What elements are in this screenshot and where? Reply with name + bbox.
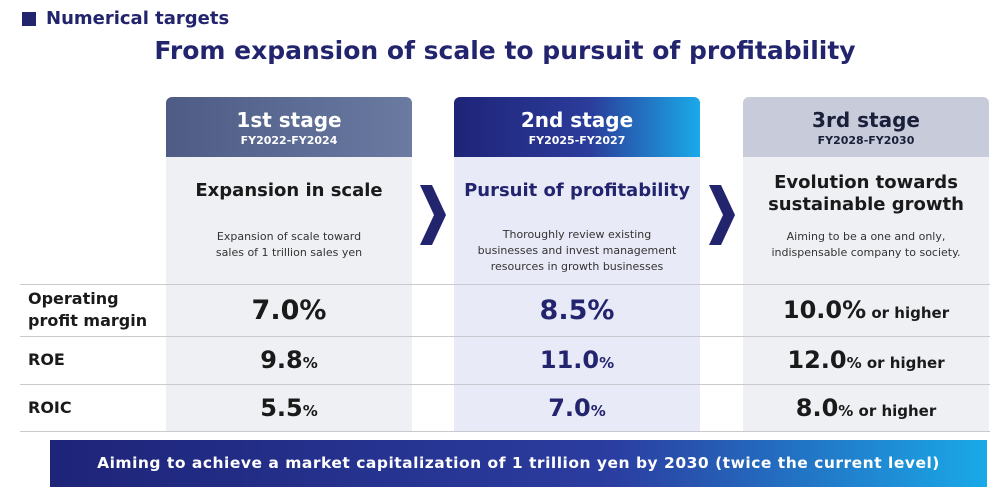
value-suffix: % [599,354,615,372]
value-main: 10.0% [782,296,867,324]
description-line: businesses and invest management [477,244,677,257]
value-suffix: % [590,401,606,420]
section-marker [22,12,36,26]
label-line: ROIC [28,397,72,417]
stage-period: FY2022-FY2024 [240,134,338,147]
heading-line: Evolution towards [774,172,958,193]
stage-description: Thoroughly review existing businesses and… [454,227,700,275]
value-main: 11.0 [539,346,600,374]
value-suffix: or higher [866,304,950,322]
heading-line: Pursuit of profitability [464,180,690,201]
banner: Aiming to achieve a market capitalizatio… [50,440,987,487]
target-value: 11.0% [454,336,700,384]
label-line: profit margin [28,311,148,330]
stage-description: Aiming to be a one and only, indispensabl… [743,229,989,261]
description-line: Aiming to be a one and only, [786,230,946,243]
row-divider [20,431,990,432]
stage-heading: Expansion in scale [166,180,412,202]
page-title: From expansion of scale to pursuit of pr… [154,36,856,65]
stage-heading: Evolution towards sustainable growth [743,172,989,216]
value-main: 5.5 [260,393,303,422]
value-suffix: % or higher [846,354,945,372]
value-main: 9.8 [260,346,303,374]
stage-name: 3rd stage [812,108,920,132]
heading-line: sustainable growth [768,194,964,215]
stage-header: 2nd stage FY2025-FY2027 [454,97,700,157]
row-label: Operating profit margin [28,284,147,336]
stage-body [454,157,700,431]
value-main: 8.5% [539,294,615,326]
stage-name: 2nd stage [520,108,634,132]
value-main: 7.0% [251,294,327,326]
target-value: 12.0% or higher [743,336,989,384]
target-value: 8.0% or higher [743,384,989,431]
stage-description: Expansion of scale toward sales of 1 tril… [166,229,412,261]
target-value: 7.0% [454,384,700,431]
target-value: 5.5% [166,384,412,431]
target-value: 9.8% [166,336,412,384]
value-suffix: % or higher [838,401,937,420]
row-divider [20,336,990,337]
stage-period: FY2028-FY2030 [817,134,915,147]
description-line: resources in growth businesses [490,260,664,273]
stage-header: 1st stage FY2022-FY2024 [166,97,412,157]
value-main: 7.0 [548,393,591,422]
description-line: sales of 1 trillion sales yen [215,246,363,259]
row-divider [20,384,990,385]
value-main: 8.0 [795,393,839,422]
section-title: Numerical targets [46,8,230,29]
stage-period: FY2025-FY2027 [528,134,626,147]
target-value: 8.5% [454,284,700,336]
value-main: 12.0 [787,346,847,374]
row-label: ROIC [28,384,72,431]
stage-header: 3rd stage FY2028-FY2030 [743,97,989,157]
row-label: ROE [28,336,65,384]
arrow [420,185,446,245]
row-divider [20,284,990,285]
description-line: indispensable company to society. [771,246,961,259]
target-value: 10.0% or higher [743,284,989,336]
value-suffix: % [302,354,318,372]
target-value: 7.0% [166,284,412,336]
stage-name: 1st stage [236,108,342,132]
heading-line: Expansion in scale [195,180,383,201]
description-line: Thoroughly review existing [502,228,652,241]
value-suffix: % [302,401,318,420]
description-line: Expansion of scale toward [216,230,362,243]
stage-body [743,157,989,431]
arrow [709,185,735,245]
label-line: Operating [28,289,119,308]
stage-heading: Pursuit of profitability [454,180,700,202]
stage-body [166,157,412,431]
label-line: ROE [28,350,65,369]
